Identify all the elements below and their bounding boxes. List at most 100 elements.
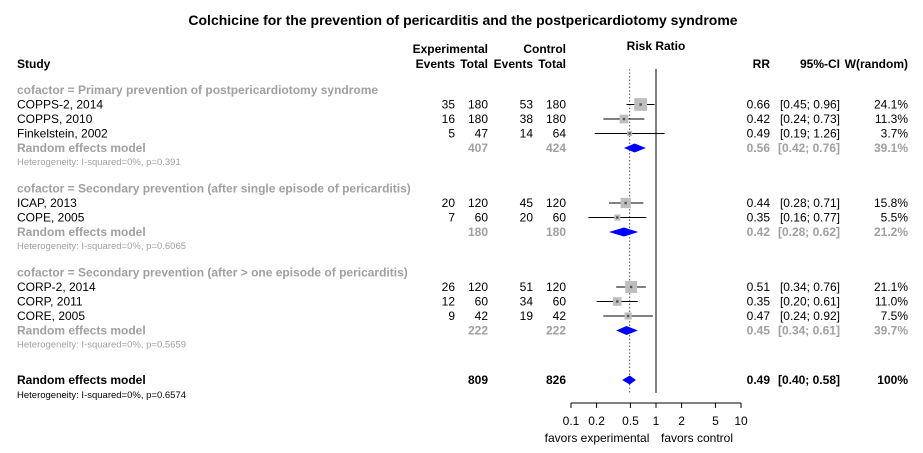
exp-total: 60 xyxy=(475,211,489,225)
subgroup-pooled-ci: [0.34; 0.61] xyxy=(778,324,840,338)
ctrl-events: 45 xyxy=(520,196,534,210)
ctrl-events: 19 xyxy=(520,309,534,323)
study-rr: 0.51 xyxy=(747,280,771,294)
overall-pooled-ci: [0.40; 0.58] xyxy=(778,373,840,387)
overall-pooled-rr: 0.49 xyxy=(747,373,771,387)
study-rr: 0.66 xyxy=(747,98,771,112)
study-point xyxy=(616,216,619,219)
study-name: Finkelstein, 2002 xyxy=(17,127,108,141)
overall-pooled-exp-total: 809 xyxy=(468,373,488,387)
header-exp-events: Events xyxy=(416,57,456,71)
exp-total: 120 xyxy=(468,280,488,294)
study-rr: 0.44 xyxy=(747,196,771,210)
study-ci: [0.28; 0.71] xyxy=(780,196,840,210)
exp-events: 20 xyxy=(442,196,456,210)
exp-events: 5 xyxy=(448,127,455,141)
ctrl-total: 180 xyxy=(546,112,566,126)
study-ci: [0.45; 0.96] xyxy=(780,98,840,112)
subgroup-pooled-ci: [0.42; 0.76] xyxy=(778,141,840,155)
subgroup-pooled-rr: 0.42 xyxy=(747,225,771,239)
subgroup-pooled-ctrl-total: 180 xyxy=(546,225,566,239)
exp-total: 60 xyxy=(475,295,489,309)
header-ctrl-total: Total xyxy=(538,57,566,71)
study-name: CORP, 2011 xyxy=(17,295,83,309)
subgroup-pooled-weight: 21.2% xyxy=(874,225,908,239)
ctrl-total: 120 xyxy=(546,280,566,294)
study-weight: 3.7% xyxy=(881,127,909,141)
study-ci: [0.34; 0.76] xyxy=(780,280,840,294)
subgroup-pooled-diamond xyxy=(609,227,639,237)
axis-label-right: favors control xyxy=(661,431,733,445)
study-point xyxy=(622,117,626,121)
study-name: ICAP, 2013 xyxy=(17,196,77,210)
axis-tick-label: 10 xyxy=(734,414,748,428)
exp-total: 180 xyxy=(468,112,488,126)
ctrl-events: 20 xyxy=(520,211,534,225)
ctrl-events: 38 xyxy=(520,112,534,126)
study-point xyxy=(616,300,619,303)
study-weight: 11.0% xyxy=(875,295,908,309)
x-axis: 0.1 0.2 0.5 1 2 5 10 xyxy=(563,402,748,428)
study-weight: 5.5% xyxy=(881,211,909,225)
study-name: COPE, 2005 xyxy=(17,211,85,225)
header-ci: 95%-CI xyxy=(800,57,840,71)
subgroup-pooled-exp-total: 222 xyxy=(468,324,488,338)
study-ci: [0.16; 0.77] xyxy=(780,211,840,225)
study-rr: 0.42 xyxy=(747,112,771,126)
subgroup-heterogeneity: Heterogeneity: I-squared=0%, p=0.5659 xyxy=(17,340,186,351)
ctrl-total: 180 xyxy=(546,98,566,112)
study-weight: 15.8% xyxy=(874,196,908,210)
exp-events: 26 xyxy=(442,280,456,294)
study-point xyxy=(629,285,633,289)
subgroup-heterogeneity: Heterogeneity: I-squared=0%, p=0.6065 xyxy=(17,241,186,252)
study-weight: 24.1% xyxy=(874,98,908,112)
subgroup-pooled-rr: 0.56 xyxy=(747,141,771,155)
header-risk-ratio: Risk Ratio xyxy=(627,39,686,53)
study-rr: 0.35 xyxy=(747,211,771,225)
study-rr: 0.47 xyxy=(747,309,771,323)
axis-tick-label: 0.1 xyxy=(563,414,580,428)
subgroup-label: cofactor = Primary prevention of postper… xyxy=(17,83,378,97)
exp-events: 16 xyxy=(442,112,456,126)
study-point xyxy=(628,132,631,135)
ctrl-events: 53 xyxy=(520,98,534,112)
overall-pooled-weight: 100% xyxy=(877,373,908,387)
exp-events: 35 xyxy=(442,98,456,112)
subgroup-pooled-exp-total: 407 xyxy=(468,141,488,155)
subgroup-pooled-diamond xyxy=(623,143,646,153)
subgroup-pooled-exp-total: 180 xyxy=(468,225,488,239)
study-ci: [0.20; 0.61] xyxy=(780,295,840,309)
chart-title: Colchicine for the prevention of pericar… xyxy=(188,12,737,28)
axis-label-left: favors experimental xyxy=(545,431,650,445)
exp-total: 120 xyxy=(468,196,488,210)
ctrl-events: 34 xyxy=(520,295,534,309)
header-study: Study xyxy=(17,57,51,71)
exp-total: 47 xyxy=(475,127,489,141)
study-ci: [0.24; 0.92] xyxy=(780,309,840,323)
subgroup-label: cofactor = Secondary prevention (after >… xyxy=(17,266,408,280)
exp-total: 42 xyxy=(475,309,489,323)
subgroup-pooled-label: Random effects model xyxy=(17,324,146,338)
header-ctrl-events: Events xyxy=(494,57,534,71)
study-weight: 11.3% xyxy=(875,112,908,126)
axis-tick-label: 5 xyxy=(712,414,719,428)
overall-pooled-diamond xyxy=(622,375,636,385)
study-point xyxy=(639,103,642,106)
forest-rows: cofactor = Primary prevention of postper… xyxy=(17,69,908,401)
exp-events: 9 xyxy=(448,309,455,323)
axis-tick-label: 0.2 xyxy=(588,414,605,428)
study-weight: 21.1% xyxy=(874,280,908,294)
study-name: COPPS-2, 2014 xyxy=(17,98,103,112)
study-ci: [0.19; 1.26] xyxy=(780,127,840,141)
ctrl-events: 51 xyxy=(520,280,534,294)
header-control: Control xyxy=(523,42,566,56)
subgroup-pooled-label: Random effects model xyxy=(17,225,146,239)
ctrl-events: 14 xyxy=(520,127,534,141)
ctrl-total: 60 xyxy=(553,295,567,309)
subgroup-pooled-rr: 0.45 xyxy=(747,324,771,338)
header-experimental: Experimental xyxy=(413,42,488,56)
exp-events: 12 xyxy=(442,295,456,309)
subgroup-pooled-label: Random effects model xyxy=(17,141,146,155)
study-ci: [0.24; 0.73] xyxy=(780,112,840,126)
